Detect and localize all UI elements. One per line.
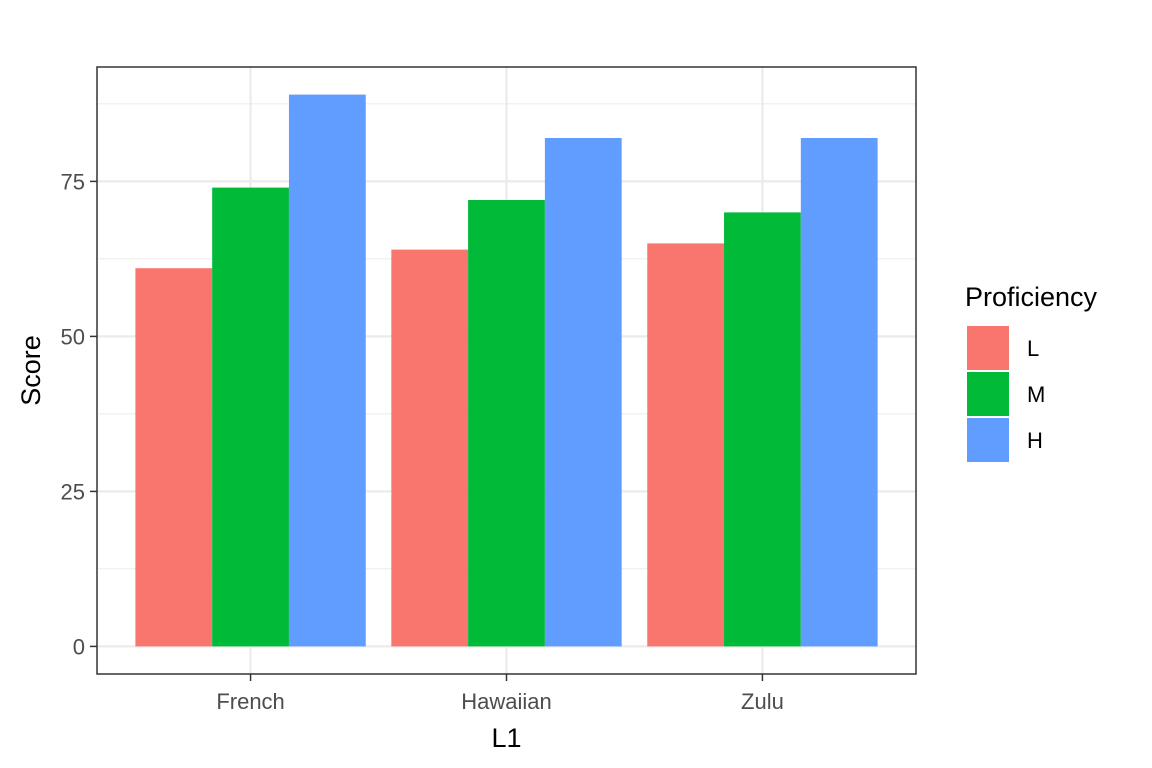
x-axis: French Hawaiian Zulu — [216, 674, 784, 714]
bar-french-h — [288, 94, 366, 647]
x-axis-title: L1 — [491, 723, 521, 753]
x-tick-label: Hawaiian — [461, 689, 552, 714]
y-tick-label: 0 — [73, 634, 85, 659]
legend-key-m — [967, 372, 1009, 416]
legend-title: Proficiency — [965, 282, 1098, 312]
legend-key-l — [967, 326, 1009, 370]
x-tick-label: French — [216, 689, 284, 714]
bar-zulu-l — [647, 243, 725, 647]
legend-label-h: H — [1027, 428, 1043, 453]
y-tick-label: 25 — [61, 479, 85, 504]
bar-french-m — [212, 187, 289, 647]
legend-label-m: M — [1027, 382, 1045, 407]
bar-hawaiian-l — [391, 249, 469, 647]
bar-zulu-h — [800, 137, 878, 647]
y-axis: 0 25 50 75 — [61, 169, 97, 659]
y-tick-label: 50 — [61, 324, 85, 349]
legend-label-l: L — [1027, 336, 1039, 361]
bar-french-l — [135, 268, 213, 647]
y-axis-title: Score — [16, 335, 46, 406]
bar-hawaiian-m — [468, 199, 545, 647]
bar-zulu-m — [724, 212, 801, 647]
legend: Proficiency LMH — [965, 282, 1098, 462]
legend-key-h — [967, 418, 1009, 462]
x-tick-label: Zulu — [741, 689, 784, 714]
bars — [135, 94, 878, 647]
y-tick-label: 75 — [61, 169, 85, 194]
bar-hawaiian-h — [544, 137, 622, 647]
